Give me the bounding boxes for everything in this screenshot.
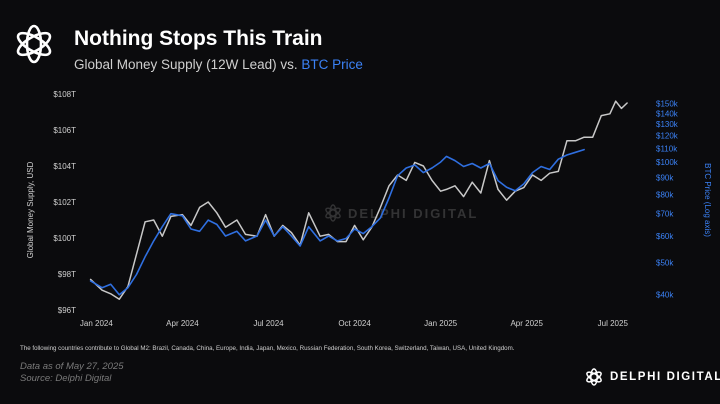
x-tick-label: Jul 2024 bbox=[253, 319, 284, 328]
x-tick-label: Apr 2025 bbox=[510, 319, 543, 328]
brand-footer: DELPHI DIGITAL bbox=[584, 366, 720, 388]
right-tick-label: $110k bbox=[656, 144, 678, 153]
right-tick-label: $90k bbox=[656, 173, 674, 182]
right-tick-label: $70k bbox=[656, 210, 674, 219]
left-tick-label: $98T bbox=[58, 270, 76, 279]
right-tick-label: $40k bbox=[656, 291, 674, 300]
btc-series-line bbox=[89, 148, 585, 296]
right-tick-label: $140k bbox=[656, 109, 679, 118]
brand-logo-icon bbox=[586, 368, 602, 386]
right-tick-label: $50k bbox=[656, 258, 674, 267]
x-tick-label: Jul 2025 bbox=[598, 319, 629, 328]
right-tick-label: $150k bbox=[656, 99, 679, 108]
left-tick-label: $106T bbox=[53, 126, 76, 135]
x-tick-label: Jan 2025 bbox=[424, 319, 457, 328]
right-tick-label: $60k bbox=[656, 232, 674, 241]
subtitle-main: Global Money Supply (12W Lead) vs. bbox=[74, 57, 298, 72]
left-tick-label: $102T bbox=[53, 198, 76, 207]
watermark: DELPHI DIGITAL bbox=[325, 204, 478, 222]
right-tick-label: $130k bbox=[656, 120, 679, 129]
right-axis-ticks: $40k $50k $60k $70k $80k $90k $100k $110k $120k $… bbox=[656, 99, 679, 299]
left-axis-ticks: $96T $98T $100T $102T $104T $106T $108T bbox=[53, 90, 76, 315]
left-tick-label: $100T bbox=[53, 234, 76, 243]
delphi-logo-icon bbox=[16, 24, 52, 64]
x-tick-label: Apr 2024 bbox=[166, 319, 199, 328]
series-layer bbox=[89, 100, 628, 300]
left-tick-label: $104T bbox=[53, 162, 76, 171]
x-axis-ticks: Jan 2024 Apr 2024 Jul 2024 Oct 2024 Jan 2025… bbox=[80, 319, 629, 328]
chart-title: Nothing Stops This Train bbox=[74, 27, 323, 50]
chart-subtitle: Global Money Supply (12W Lead) vs. BTC P… bbox=[74, 57, 363, 72]
right-axis-label: BTC Price (Log axis) bbox=[703, 163, 712, 237]
countries-footnote: The following countries contribute to Gl… bbox=[20, 345, 515, 352]
right-tick-label: $80k bbox=[656, 190, 674, 199]
x-tick-label: Jan 2024 bbox=[80, 319, 113, 328]
left-tick-label: $96T bbox=[58, 306, 76, 315]
brand-name: DELPHI DIGITAL bbox=[610, 371, 720, 383]
left-tick-label: $108T bbox=[53, 90, 76, 99]
right-tick-label: $120k bbox=[656, 132, 679, 141]
subtitle-accent: BTC Price bbox=[301, 57, 363, 72]
watermark-logo-icon bbox=[325, 204, 341, 222]
watermark-text: DELPHI DIGITAL bbox=[348, 206, 478, 221]
left-axis-label: Global Money Supply, USD bbox=[26, 161, 35, 258]
right-tick-label: $100k bbox=[656, 158, 679, 167]
source-note: Source: Delphi Digital bbox=[20, 373, 112, 384]
x-tick-label: Oct 2024 bbox=[338, 319, 371, 328]
data-as-of: Data as of May 27, 2025 bbox=[20, 361, 124, 372]
m2-series-line bbox=[89, 100, 628, 300]
